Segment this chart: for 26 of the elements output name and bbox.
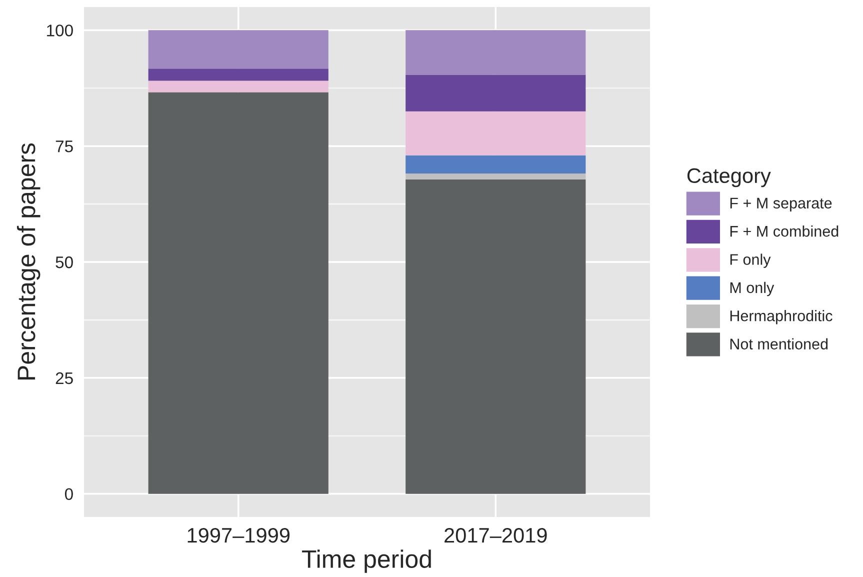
bar — [406, 155, 586, 174]
legend-label: F + M separate — [730, 198, 832, 212]
bar — [406, 179, 586, 494]
bar — [406, 30, 586, 75]
legend-label: Not mentioned — [730, 338, 828, 350]
legend-label: F + M combined — [730, 226, 838, 237]
bar — [406, 74, 586, 112]
x-tick-label: 2017–2019 — [444, 528, 547, 543]
y-axis-title: Percentage of papers — [16, 143, 40, 380]
bar — [148, 30, 328, 69]
bar — [406, 111, 586, 156]
legend-label: M only — [730, 282, 774, 296]
y-tick-label: 100 — [47, 24, 73, 36]
y-tick-label: 25 — [56, 372, 73, 384]
bar — [406, 173, 586, 180]
y-tick-label: 0 — [64, 488, 73, 500]
y-tick-label: 75 — [56, 140, 73, 152]
bar — [148, 68, 328, 81]
x-tick-label: 1997–1999 — [188, 528, 290, 543]
bar — [148, 80, 328, 92]
x-axis-title: Time period — [302, 550, 431, 573]
bar — [148, 92, 328, 494]
legend-title: Category — [687, 168, 771, 188]
y-tick-label: 50 — [56, 256, 73, 268]
legend-label: F only — [730, 254, 771, 268]
legend-label: Hermaphroditic — [730, 310, 832, 324]
